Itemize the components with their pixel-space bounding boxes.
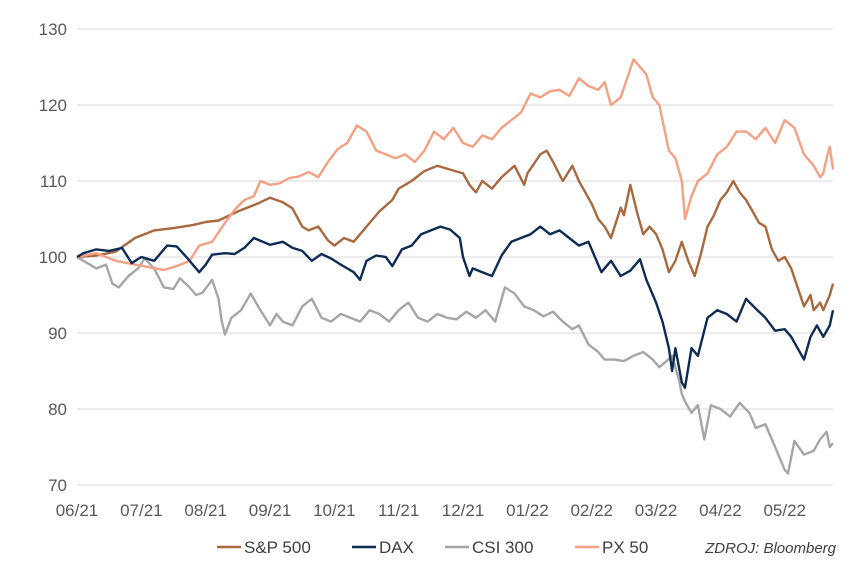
y-tick-label: 110 — [40, 172, 67, 191]
legend: S&P 500 DAX CSI 300 PX 50 — [217, 538, 648, 557]
y-axis-ticks: 70 80 90 100 110 120 130 — [39, 20, 67, 495]
x-tick-label: 12/21 — [442, 501, 485, 520]
x-tick-label: 04/22 — [699, 501, 742, 520]
series-line-px-50 — [76, 58, 835, 272]
legend-label-s-p-500: S&P 500 — [244, 538, 311, 557]
y-tick-label: 80 — [48, 400, 67, 419]
x-tick-label: 06/21 — [56, 501, 99, 520]
y-tick-label: 100 — [39, 248, 67, 267]
series-line-csi-300 — [76, 255, 834, 475]
source-note: ZDROJ: Bloomberg — [704, 540, 837, 557]
y-tick-label: 130 — [39, 20, 67, 39]
x-tick-label: 10/21 — [313, 501, 356, 520]
x-tick-label: 03/22 — [635, 501, 678, 520]
x-tick-label: 02/22 — [570, 501, 613, 520]
y-tick-label: 120 — [39, 96, 67, 115]
x-tick-label: 01/22 — [506, 501, 549, 520]
series-lines — [76, 58, 835, 475]
y-tick-label: 90 — [48, 324, 67, 343]
x-tick-label: 11/21 — [378, 501, 419, 520]
legend-label-csi-300: CSI 300 — [472, 538, 533, 557]
legend-label-px-50: PX 50 — [602, 538, 648, 557]
y-tick-label: 70 — [48, 476, 67, 495]
series-line-dax — [76, 225, 835, 389]
x-tick-label: 08/21 — [184, 501, 227, 520]
series-line-s-p-500 — [76, 149, 835, 312]
x-tick-label: 09/21 — [249, 501, 292, 520]
x-tick-label: 05/22 — [763, 501, 806, 520]
x-axis-ticks: 06/21 07/21 08/21 09/21 10/21 11/21 12/21 01/22… — [56, 501, 806, 520]
legend-label-dax: DAX — [379, 538, 414, 557]
gridlines — [77, 28, 833, 486]
x-tick-label: 07/21 — [120, 501, 163, 520]
